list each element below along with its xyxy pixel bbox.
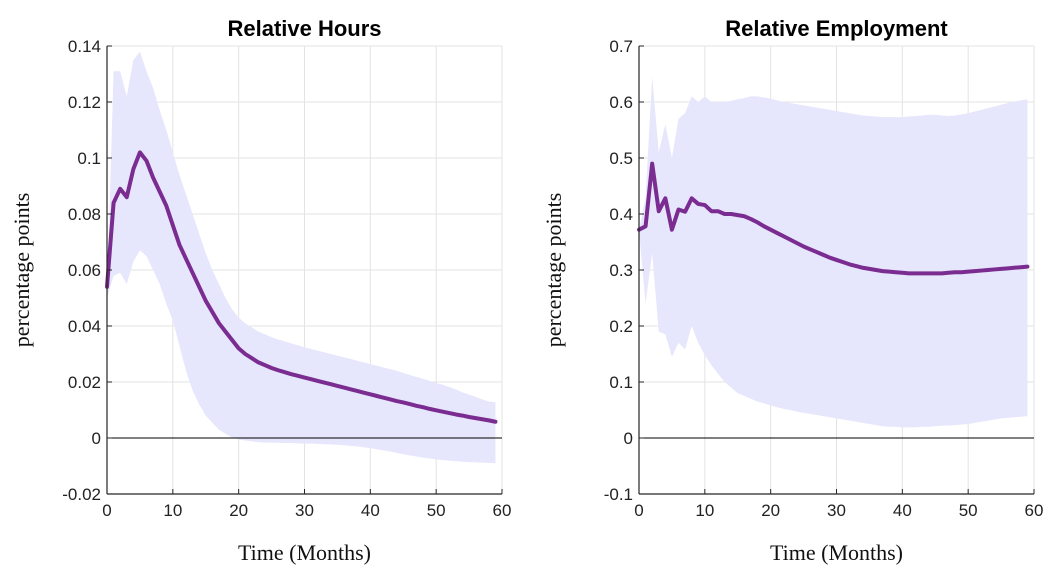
y-tick-label: 0.3 bbox=[609, 261, 633, 280]
y-tick-label: 0.1 bbox=[609, 373, 633, 392]
x-tick-label: 20 bbox=[761, 501, 780, 520]
y-tick-label: 0 bbox=[624, 429, 633, 448]
panel-relative-hours: 0 10 20 30 40 50 60-0.0200.020.040.060.080.10.… bbox=[9, 16, 511, 565]
y-tick-label: 0.5 bbox=[609, 149, 633, 168]
y-tick-label: 0.14 bbox=[68, 37, 101, 56]
x-tick-label: 30 bbox=[295, 501, 314, 520]
y-tick-label: 0.12 bbox=[68, 93, 101, 112]
x-tick-label: 40 bbox=[893, 501, 912, 520]
series-line bbox=[637, 161, 1030, 276]
y-tick-label: 0.04 bbox=[68, 317, 101, 336]
x-tick-label: 0 bbox=[634, 501, 643, 520]
chart-title: Relative Employment bbox=[725, 16, 948, 41]
x-tick-label: 50 bbox=[959, 501, 978, 520]
x-tick-label: 50 bbox=[427, 501, 446, 520]
y-tick-label: 0.2 bbox=[609, 317, 633, 336]
x-tick-label: 60 bbox=[493, 501, 512, 520]
x-tick-label: 0 bbox=[102, 501, 111, 520]
x-axis-label: Time (Months) bbox=[238, 540, 371, 565]
y-axis-label: percentage points bbox=[541, 193, 566, 348]
chart-title: Relative Hours bbox=[227, 16, 381, 41]
y-tick-label: 0.4 bbox=[609, 205, 633, 224]
x-tick-label: 20 bbox=[229, 501, 248, 520]
x-tick-label: 10 bbox=[695, 501, 714, 520]
y-tick-label: -0.02 bbox=[62, 485, 101, 504]
x-tick-label: 40 bbox=[361, 501, 380, 520]
panel-relative-employment: 0 10 20 30 40 50 60-0.100.10.20.30.40.50.60.7R… bbox=[541, 16, 1043, 565]
y-tick-label: 0.08 bbox=[68, 205, 101, 224]
y-axis-label: percentage points bbox=[9, 193, 34, 348]
x-axis-label: Time (Months) bbox=[770, 540, 903, 565]
y-tick-label: 0.06 bbox=[68, 261, 101, 280]
series-line bbox=[105, 150, 498, 424]
y-tick-label: 0.7 bbox=[609, 37, 633, 56]
y-tick-label: 0.02 bbox=[68, 373, 101, 392]
y-tick-label: 0.1 bbox=[77, 149, 101, 168]
x-tick-label: 30 bbox=[827, 501, 846, 520]
confidence-band bbox=[639, 76, 1028, 428]
confidence-band bbox=[107, 51, 496, 464]
x-tick-label: 10 bbox=[163, 501, 182, 520]
y-tick-label: -0.1 bbox=[604, 485, 633, 504]
x-tick-label: 60 bbox=[1025, 501, 1044, 520]
y-tick-label: 0 bbox=[92, 429, 101, 448]
y-tick-label: 0.6 bbox=[609, 93, 633, 112]
